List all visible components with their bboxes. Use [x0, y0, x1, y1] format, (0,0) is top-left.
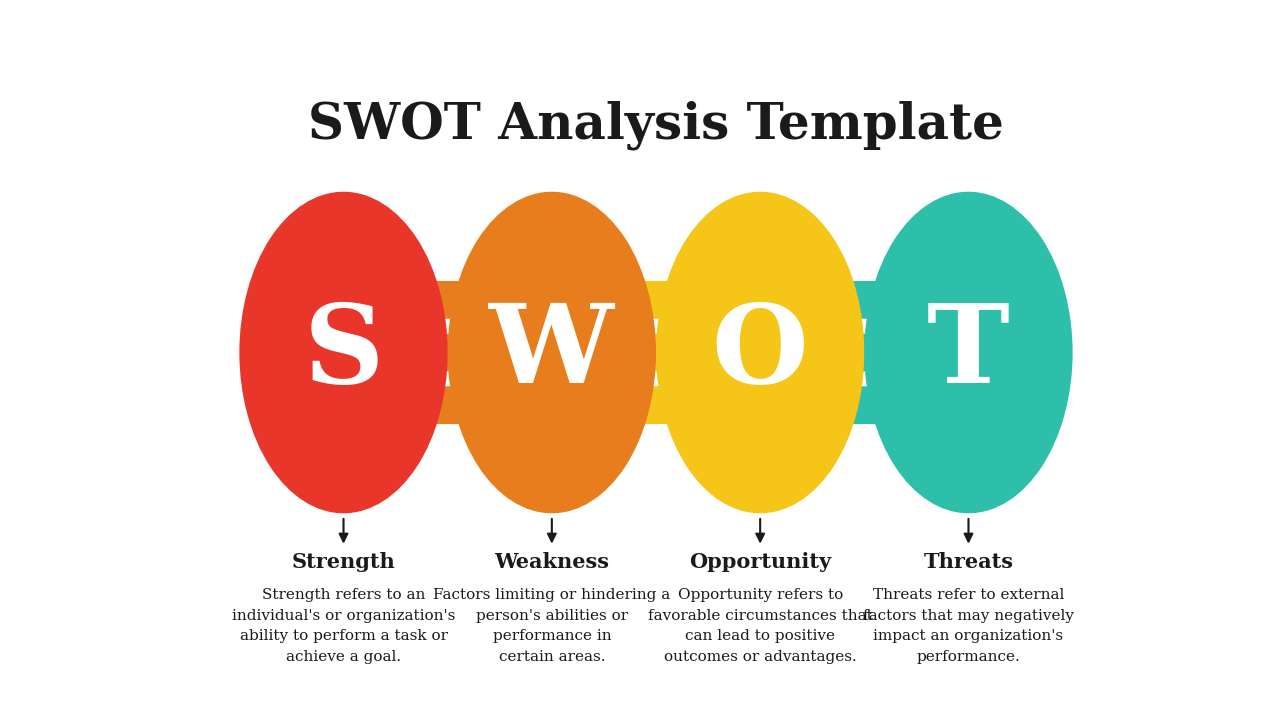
- Ellipse shape: [657, 192, 864, 513]
- Text: Factors limiting or hindering a
person's abilities or
performance in
certain are: Factors limiting or hindering a person's…: [433, 588, 671, 664]
- FancyBboxPatch shape: [806, 333, 922, 372]
- Ellipse shape: [239, 192, 448, 513]
- FancyBboxPatch shape: [390, 281, 506, 319]
- FancyBboxPatch shape: [390, 333, 506, 372]
- Text: Strength: Strength: [292, 552, 396, 572]
- Text: T: T: [927, 299, 1010, 406]
- FancyBboxPatch shape: [390, 387, 506, 424]
- Text: Opportunity refers to
favorable circumstances that
can lead to positive
outcomes: Opportunity refers to favorable circumst…: [648, 588, 873, 664]
- Text: Threats refer to external
factors that may negatively
impact an organization's
p: Threats refer to external factors that m…: [863, 588, 1074, 664]
- Text: Weakness: Weakness: [494, 552, 609, 572]
- FancyBboxPatch shape: [598, 281, 714, 319]
- Text: SWOT Analysis Template: SWOT Analysis Template: [308, 101, 1004, 150]
- FancyBboxPatch shape: [598, 387, 714, 424]
- Text: Strength refers to an
individual's or organization's
ability to perform a task o: Strength refers to an individual's or or…: [232, 588, 456, 664]
- Ellipse shape: [864, 192, 1073, 513]
- Text: W: W: [489, 299, 614, 406]
- FancyBboxPatch shape: [806, 387, 922, 424]
- FancyBboxPatch shape: [598, 333, 714, 372]
- Text: Opportunity: Opportunity: [689, 552, 831, 572]
- Ellipse shape: [448, 192, 657, 513]
- Text: Threats: Threats: [923, 552, 1014, 572]
- FancyBboxPatch shape: [806, 281, 922, 319]
- Text: O: O: [712, 299, 809, 406]
- Text: S: S: [303, 299, 384, 406]
